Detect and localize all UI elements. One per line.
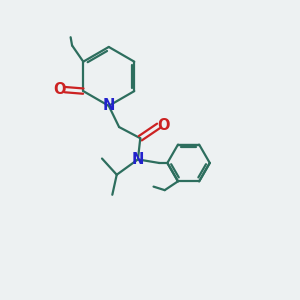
Text: O: O bbox=[158, 118, 170, 134]
Text: O: O bbox=[53, 82, 66, 97]
Text: N: N bbox=[103, 98, 115, 113]
Text: N: N bbox=[132, 152, 144, 167]
